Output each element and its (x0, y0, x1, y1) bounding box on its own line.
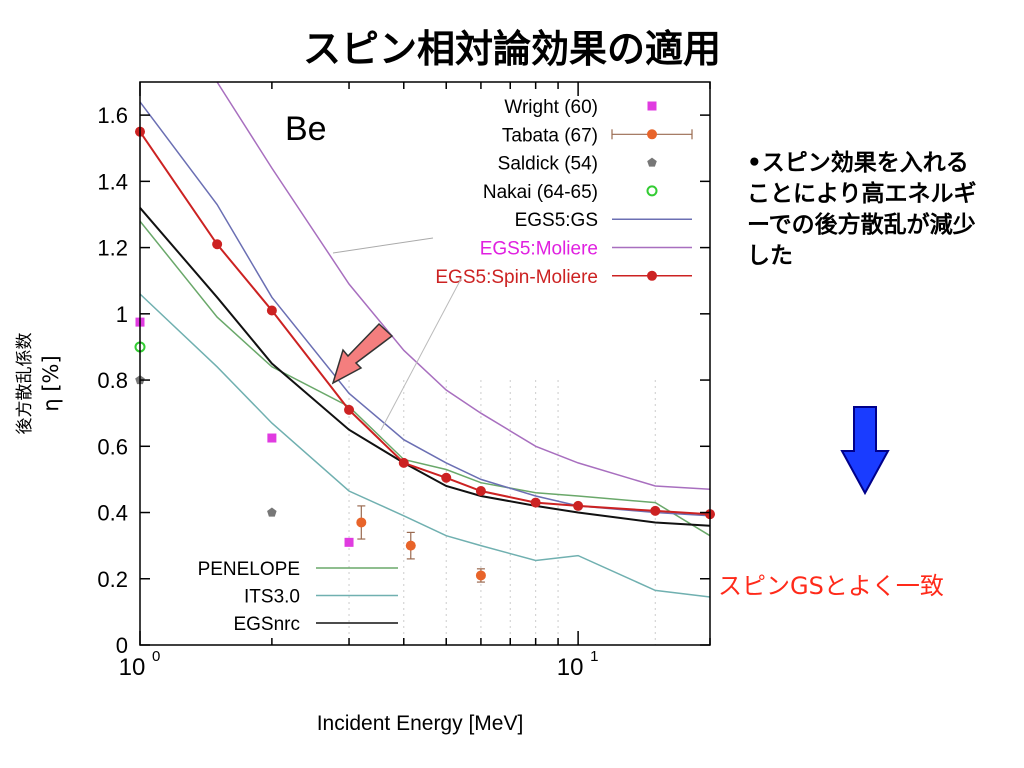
x-tick-exponent: 1 (590, 648, 598, 665)
data-point-spin (650, 505, 661, 516)
series-wright (135, 317, 354, 547)
data-point-tabata (405, 540, 416, 551)
x-tick-exponent: 0 (152, 648, 160, 665)
legend-label-tabata: Tabata (67) (502, 125, 598, 146)
legend-label-spin: EGS5:Spin-Moliere (435, 267, 598, 288)
legend-label-moliere: EGS5:Moliere (480, 239, 598, 260)
series-line-penelope (139, 220, 711, 537)
data-point-spin (266, 305, 277, 316)
callout-line-spin (380, 276, 463, 431)
data-point-spin (344, 404, 355, 415)
series-line-egsnrc (139, 207, 711, 527)
legend-sample-nakai (646, 185, 658, 197)
legend-marker-saldick (647, 157, 657, 167)
series-its (139, 293, 711, 598)
y-tick-label: 1.2 (97, 236, 128, 261)
data-point-saldick (267, 507, 277, 517)
legend-label-gs: EGS5:GS (515, 210, 598, 231)
x-tick-label: 10 1 (557, 648, 599, 681)
series-line-its (139, 293, 711, 598)
slide-title: スピン相対論効果の適用 (302, 27, 721, 71)
x-tick-base: 10 (119, 654, 146, 681)
series-tabata (356, 505, 486, 583)
material-label: Be (285, 110, 327, 148)
legend-label-saldick: Saldick (54) (498, 154, 598, 175)
data-point-tabata (356, 517, 367, 528)
legend-marker-wright (647, 101, 657, 111)
y-tick-label: 0.8 (97, 368, 128, 393)
series-egsnrc (139, 207, 711, 527)
y-tick-label: 1 (116, 302, 128, 327)
series-penelope (139, 220, 711, 537)
callout-line-moliere (332, 237, 434, 254)
x-tick-label: 10 0 (119, 648, 161, 681)
y-tick-label: 1.4 (97, 169, 128, 194)
legend-marker-nakai (646, 185, 658, 197)
y-tick-label: 0 (116, 633, 128, 658)
legend-marker-spin (647, 270, 657, 281)
legend-sample-wright (647, 101, 657, 111)
y-tick-label: 0.2 (97, 567, 128, 592)
y-tick-label: 0.4 (97, 501, 128, 526)
legend-label-wright: Wright (60) (504, 97, 598, 118)
data-point-spin (573, 500, 584, 511)
bullet-text: •スピン効果を入れることにより高エネルギーでの後方散乱が減少した (747, 150, 977, 269)
x-axis-label: Incident Energy [MeV] (317, 712, 524, 735)
series-layer (134, 81, 715, 598)
legend-label-its: ITS3.0 (244, 587, 300, 608)
legend-label-penelope: PENELOPE (198, 559, 300, 580)
plot-frame (139, 81, 711, 646)
x-tick-base: 10 (557, 654, 584, 681)
y-tick-label: 1.6 (97, 103, 128, 128)
legend: Wright (60) Tabata (67) Saldick (54) Nakai … (198, 97, 693, 635)
data-point-wright (267, 433, 277, 443)
series-line-moliere (216, 81, 711, 491)
data-point-spin (398, 457, 409, 468)
legend-sample-tabata (611, 129, 693, 140)
series-moliere (216, 81, 711, 491)
callouts (331, 237, 463, 431)
y-axis-label-line2: η [%] (39, 355, 63, 411)
pointer-arrow-icon (331, 322, 394, 385)
data-point-wright (344, 537, 354, 547)
legend-label-egsnrc: EGSnrc (233, 614, 300, 635)
data-point-spin (530, 497, 541, 508)
series-line-spin (139, 131, 711, 516)
data-point-spin (441, 472, 452, 483)
y-axis-label-line1: 後方散乱係数 (15, 333, 35, 435)
legend-marker-tabata (647, 129, 657, 140)
series-saldick (135, 375, 277, 517)
legend-label-nakai: Nakai (64-65) (483, 182, 598, 203)
data-point-spin (475, 486, 486, 497)
note-text: スピンGSとよく一致 (718, 572, 944, 600)
y-axis-label: 後方散乱係数 η [%] (15, 333, 63, 435)
data-point-spin (212, 239, 223, 250)
y-tick-label: 0.6 (97, 434, 128, 459)
down-arrow-icon (840, 406, 890, 496)
legend-sample-saldick (647, 157, 657, 167)
legend-sample-spin (612, 270, 692, 281)
series-spin (135, 126, 715, 520)
data-point-tabata (475, 570, 486, 581)
